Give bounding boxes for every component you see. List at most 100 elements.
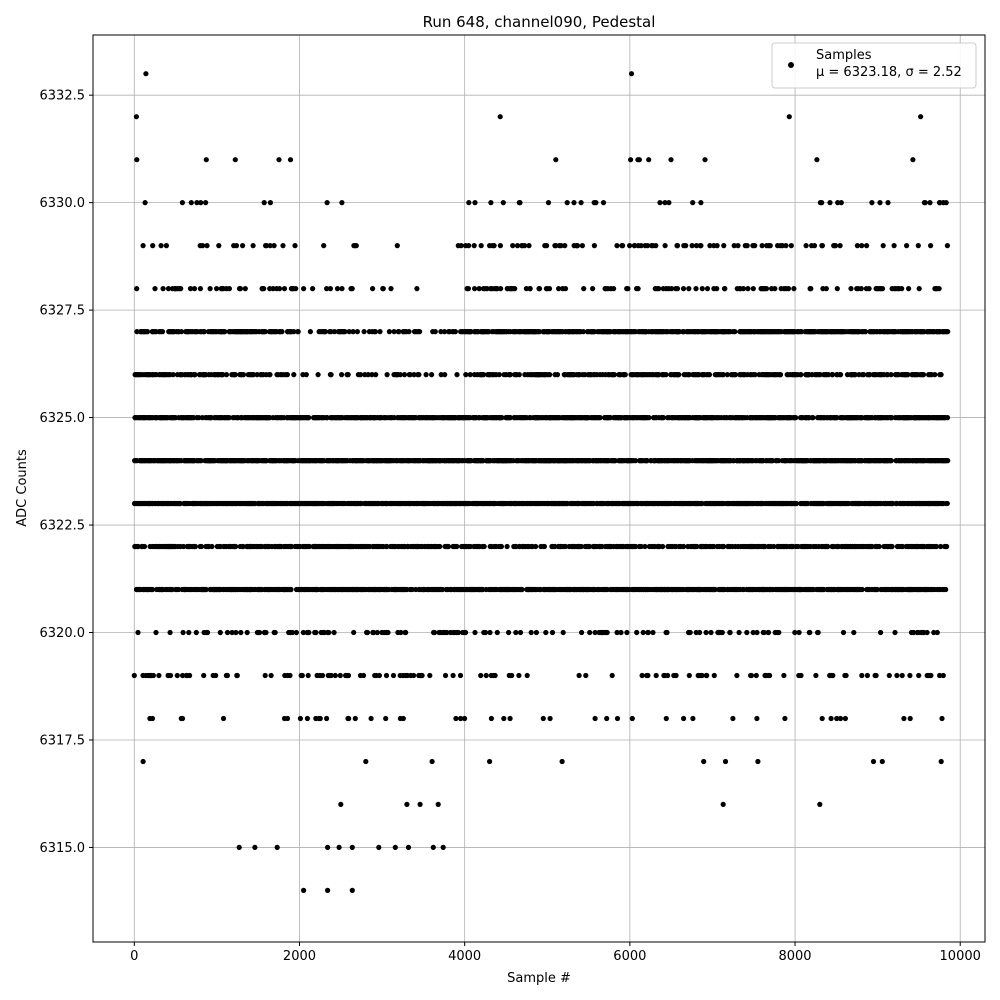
sample-point (513, 629, 519, 636)
sample-point (604, 629, 610, 636)
sample-point (209, 543, 215, 550)
sample-point (483, 672, 489, 679)
sample-point (592, 629, 598, 636)
sample-point (507, 715, 513, 722)
sample-point (354, 329, 360, 335)
sample-point (673, 672, 679, 679)
sample-point (198, 543, 204, 550)
sample-point (676, 372, 682, 378)
sample-point (293, 629, 299, 636)
sample-point (879, 758, 885, 765)
sample-point (644, 458, 650, 464)
sample-point (583, 672, 589, 679)
sample-point (332, 672, 338, 679)
sample-point (363, 758, 369, 765)
sample-point (807, 629, 813, 636)
sample-point (233, 629, 239, 636)
sample-point (345, 672, 352, 679)
sample-point (587, 629, 593, 636)
sample-point (730, 715, 736, 722)
sample-point (516, 672, 522, 679)
sample-point (543, 629, 549, 636)
sample-point (304, 715, 310, 722)
sample-point (383, 715, 389, 722)
sample-point (232, 372, 238, 378)
sample-point (147, 715, 153, 722)
sample-point (777, 372, 784, 378)
sample-point (360, 672, 367, 679)
sample-point (466, 200, 472, 206)
sample-point (840, 629, 847, 636)
sample-point (411, 672, 417, 679)
sample-point (864, 672, 871, 679)
sample-point (472, 629, 478, 636)
sample-point (579, 629, 585, 636)
sample-point (217, 629, 223, 636)
sample-point (180, 543, 186, 550)
sample-point (719, 629, 725, 636)
sample-point (305, 672, 311, 679)
sample-point (423, 372, 429, 378)
sample-point (135, 629, 141, 636)
sample-point (944, 543, 950, 550)
sample-point (549, 629, 556, 636)
sample-point (771, 543, 777, 550)
sample-point (263, 629, 269, 636)
sample-point (604, 715, 610, 722)
sample-point (528, 629, 534, 636)
sample-point (457, 672, 464, 679)
sample-point (406, 329, 412, 335)
sample-point (376, 672, 382, 679)
sample-point (450, 672, 456, 679)
sample-point (201, 672, 207, 679)
sample-point (236, 844, 242, 851)
sample-point (938, 543, 944, 550)
sample-point (813, 672, 819, 679)
sample-point (642, 543, 648, 550)
sample-point (274, 844, 280, 851)
sample-point (560, 629, 566, 636)
sample-point (175, 586, 182, 593)
sample-point (463, 629, 469, 636)
sample-point (940, 672, 946, 679)
sample-point (284, 715, 291, 722)
sample-point (390, 672, 397, 679)
sample-point (547, 372, 553, 378)
sample-point (345, 372, 351, 378)
sample-point (349, 887, 355, 894)
sample-point (192, 372, 198, 378)
sample-point (886, 672, 892, 679)
sample-point (938, 372, 944, 378)
sample-point (817, 801, 823, 808)
sample-point (167, 672, 174, 679)
sample-point (888, 458, 894, 464)
sample-point (351, 629, 357, 636)
sample-point (681, 543, 687, 550)
sample-point (632, 543, 639, 550)
sample-point (653, 672, 659, 679)
sample-point (754, 629, 760, 636)
sample-point (150, 672, 156, 679)
sample-point (385, 629, 391, 636)
sample-point (455, 629, 461, 636)
sample-point (945, 458, 951, 464)
sample-point (401, 372, 408, 378)
sample-point (639, 672, 645, 679)
sample-point (307, 329, 313, 335)
sample-point (377, 329, 383, 335)
sample-point (533, 543, 539, 550)
sample-points (131, 71, 951, 894)
sample-point (429, 372, 435, 378)
sample-point (796, 629, 802, 636)
sample-point (900, 543, 906, 550)
sample-point (133, 114, 139, 120)
sample-point (509, 672, 515, 679)
sample-point (204, 629, 211, 636)
sample-point (645, 672, 651, 679)
sample-point (703, 629, 709, 636)
sample-point (611, 372, 618, 378)
sample-point (699, 672, 705, 679)
sample-point (614, 715, 621, 722)
sample-point (664, 629, 670, 636)
